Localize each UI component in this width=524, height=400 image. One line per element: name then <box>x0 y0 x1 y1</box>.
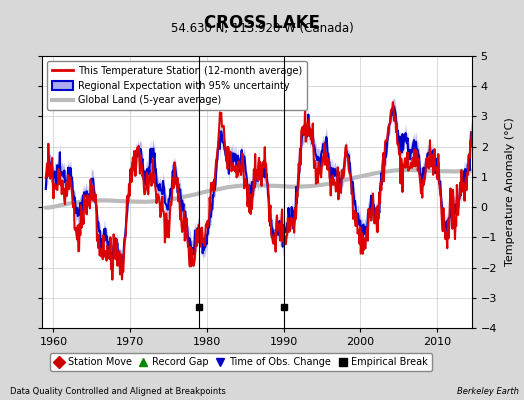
Text: Berkeley Earth: Berkeley Earth <box>457 387 519 396</box>
Legend: This Temperature Station (12-month average), Regional Expectation with 95% uncer: This Temperature Station (12-month avera… <box>47 61 307 110</box>
Y-axis label: Temperature Anomaly (°C): Temperature Anomaly (°C) <box>506 118 516 266</box>
Text: Data Quality Controlled and Aligned at Breakpoints: Data Quality Controlled and Aligned at B… <box>10 387 226 396</box>
Text: CROSS LAKE: CROSS LAKE <box>204 14 320 32</box>
Text: 54.630 N, 113.920 W (Canada): 54.630 N, 113.920 W (Canada) <box>171 22 353 35</box>
Legend: Station Move, Record Gap, Time of Obs. Change, Empirical Break: Station Move, Record Gap, Time of Obs. C… <box>50 353 432 371</box>
